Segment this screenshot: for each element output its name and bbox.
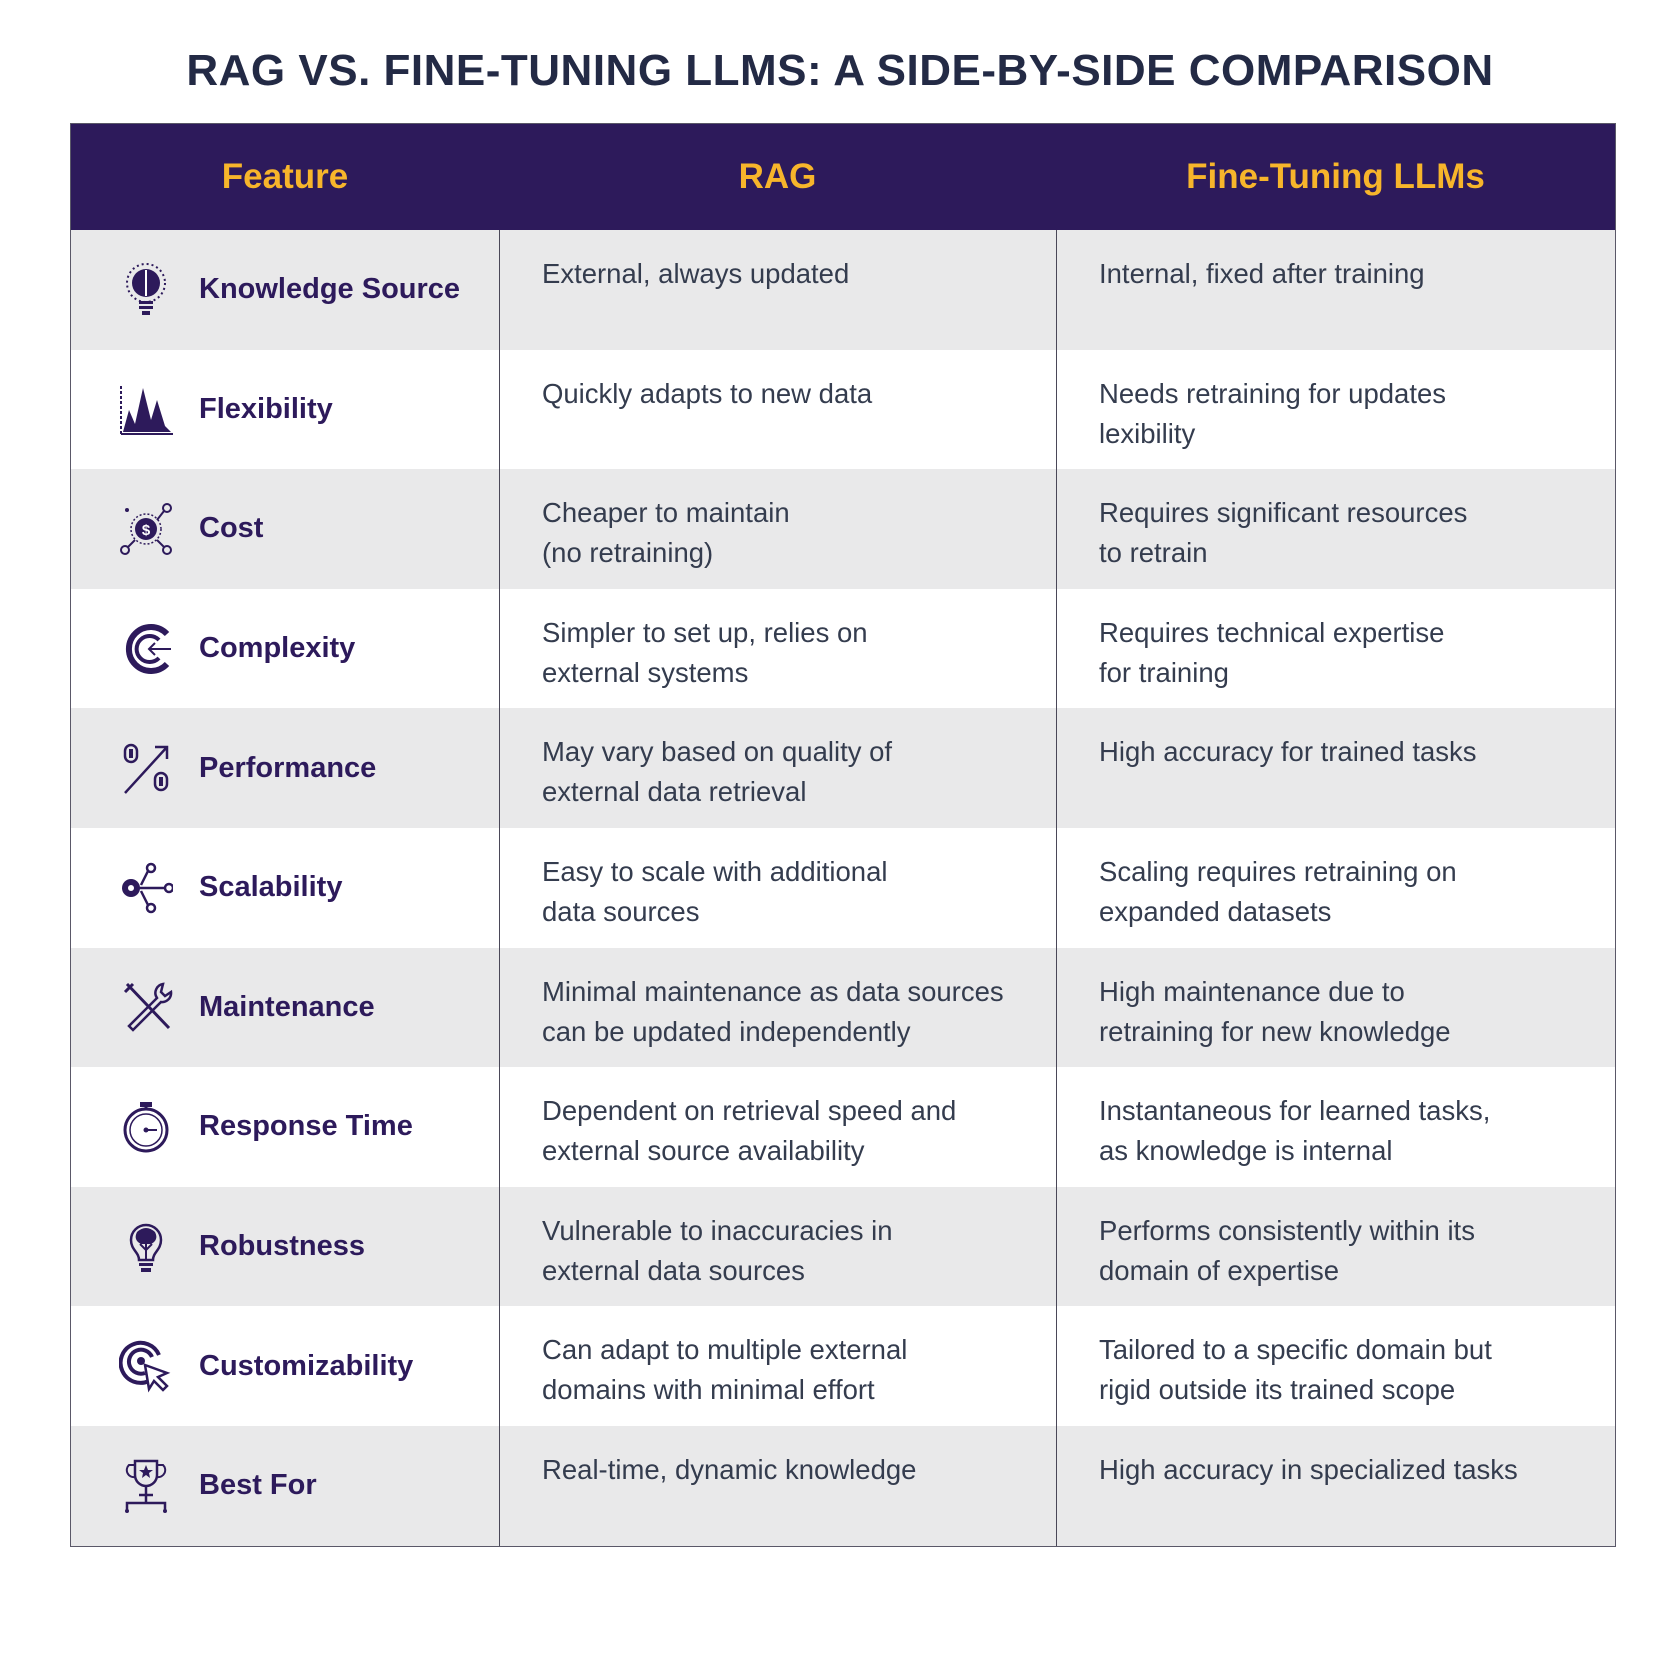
stopwatch-icon <box>123 1101 169 1153</box>
feature-label: Robustness <box>199 1230 365 1263</box>
feature-cell: Flexibility <box>71 350 499 470</box>
table-row: Best For Real-time, dynamic knowledge Hi… <box>71 1425 1615 1546</box>
fine-tuning-cell: Performs consistently within its domain … <box>1056 1186 1615 1307</box>
table-row: Scalability Easy to scale with additiona… <box>71 827 1615 948</box>
rag-cell: Minimal maintenance as data sources can … <box>499 947 1056 1068</box>
rag-cell: Simpler to set up, relies on external sy… <box>499 588 1056 709</box>
percent-arrow-icon <box>123 743 169 795</box>
feature-label: Complexity <box>199 632 356 665</box>
feature-label: Flexibility <box>199 392 333 425</box>
feature-label: Response Time <box>199 1110 413 1143</box>
feature-label: Maintenance <box>199 990 375 1023</box>
wrench-screwdriver-icon <box>123 982 173 1033</box>
rag-cell: Vulnerable to inaccuracies in external d… <box>499 1186 1056 1307</box>
table-row: Knowledge Source External, always update… <box>71 230 1615 350</box>
feature-label: Cost <box>199 512 264 545</box>
rag-cell: Cheaper to maintain (no retraining) <box>499 469 1056 589</box>
fine-tuning-cell: Needs retraining for updates lexibility <box>1056 349 1615 470</box>
target-cursor-icon <box>119 1341 171 1393</box>
feature-cell: Robustness <box>71 1187 499 1307</box>
fine-tuning-cell: Internal, fixed after training <box>1056 230 1615 350</box>
feature-cell: Scalability <box>71 828 499 948</box>
rag-cell: External, always updated <box>499 230 1056 350</box>
table-row: Maintenance Minimal maintenance as data … <box>71 947 1615 1068</box>
feature-cell: Knowledge Source <box>71 230 499 350</box>
fine-tuning-cell: Requires significant resources to retrai… <box>1056 469 1615 589</box>
table-header: Feature RAG Fine-Tuning LLMs <box>71 124 1615 230</box>
feature-cell: Maintenance <box>71 948 499 1068</box>
fine-tuning-cell: Scaling requires retraining on expanded … <box>1056 827 1615 948</box>
comparison-table: Feature RAG Fine-Tuning LLMs Knowledge S… <box>70 123 1616 1547</box>
fine-tuning-cell: Tailored to a specific domain but rigid … <box>1056 1306 1615 1426</box>
table-row: Performance May vary based on quality of… <box>71 708 1615 828</box>
header-rag: RAG <box>738 157 817 196</box>
fine-tuning-cell: High accuracy for trained tasks <box>1056 708 1615 828</box>
table-row: Flexibility Quickly adapts to new data N… <box>71 349 1615 470</box>
feature-label: Performance <box>199 751 377 784</box>
rag-cell: May vary based on quality of external da… <box>499 708 1056 828</box>
feature-cell: Response Time <box>71 1067 499 1187</box>
feature-cell: Customizability <box>71 1306 499 1426</box>
rag-cell: Can adapt to multiple external domains w… <box>499 1306 1056 1426</box>
feature-label: Scalability <box>199 871 343 904</box>
svg-text:$: $ <box>142 522 151 539</box>
trophy-icon <box>125 1459 167 1513</box>
page-title: RAG VS. FINE-TUNING LLMS: A SIDE-BY-SIDE… <box>186 46 1494 95</box>
brain-bulb-icon <box>129 1223 163 1272</box>
gauge-arrow-icon <box>125 623 171 674</box>
chart-peaks-icon <box>120 386 173 436</box>
fine-tuning-cell: High accuracy in specialized tasks <box>1056 1425 1615 1546</box>
rag-cell: Quickly adapts to new data <box>499 349 1056 470</box>
table-row: Robustness Vulnerable to inaccuracies in… <box>71 1186 1615 1307</box>
dollar-network-icon: $ <box>120 502 172 555</box>
header-feature: Feature <box>221 157 349 196</box>
table-row: Response Time Dependent on retrieval spe… <box>71 1067 1615 1187</box>
rag-cell: Easy to scale with additional data sourc… <box>499 827 1056 948</box>
rag-cell: Real-time, dynamic knowledge <box>499 1425 1056 1546</box>
lightbulb-brain-icon <box>126 262 166 315</box>
table-row: Customizability Can adapt to multiple ex… <box>71 1306 1615 1426</box>
feature-cell: $ Cost <box>71 469 499 589</box>
rag-cell: Dependent on retrieval speed and externa… <box>499 1067 1056 1187</box>
table-body: Knowledge Source External, always update… <box>71 230 1615 1546</box>
feature-cell: Best For <box>71 1426 499 1546</box>
feature-label: Knowledge Source <box>199 273 461 306</box>
branch-nodes-icon <box>122 862 173 914</box>
table-row: $ Cost Cheaper to maintain (no retrainin… <box>71 469 1615 589</box>
feature-label: Customizability <box>199 1349 414 1382</box>
header-fine-tuning: Fine-Tuning LLMs <box>1186 157 1485 196</box>
fine-tuning-cell: High maintenance due to retraining for n… <box>1056 947 1615 1068</box>
feature-label: Best For <box>199 1469 317 1502</box>
feature-cell: Performance <box>71 708 499 828</box>
table-row: Complexity Simpler to set up, relies on … <box>71 588 1615 709</box>
fine-tuning-cell: Requires technical expertise for trainin… <box>1056 588 1615 709</box>
feature-cell: Complexity <box>71 589 499 709</box>
fine-tuning-cell: Instantaneous for learned tasks, as know… <box>1056 1067 1615 1187</box>
